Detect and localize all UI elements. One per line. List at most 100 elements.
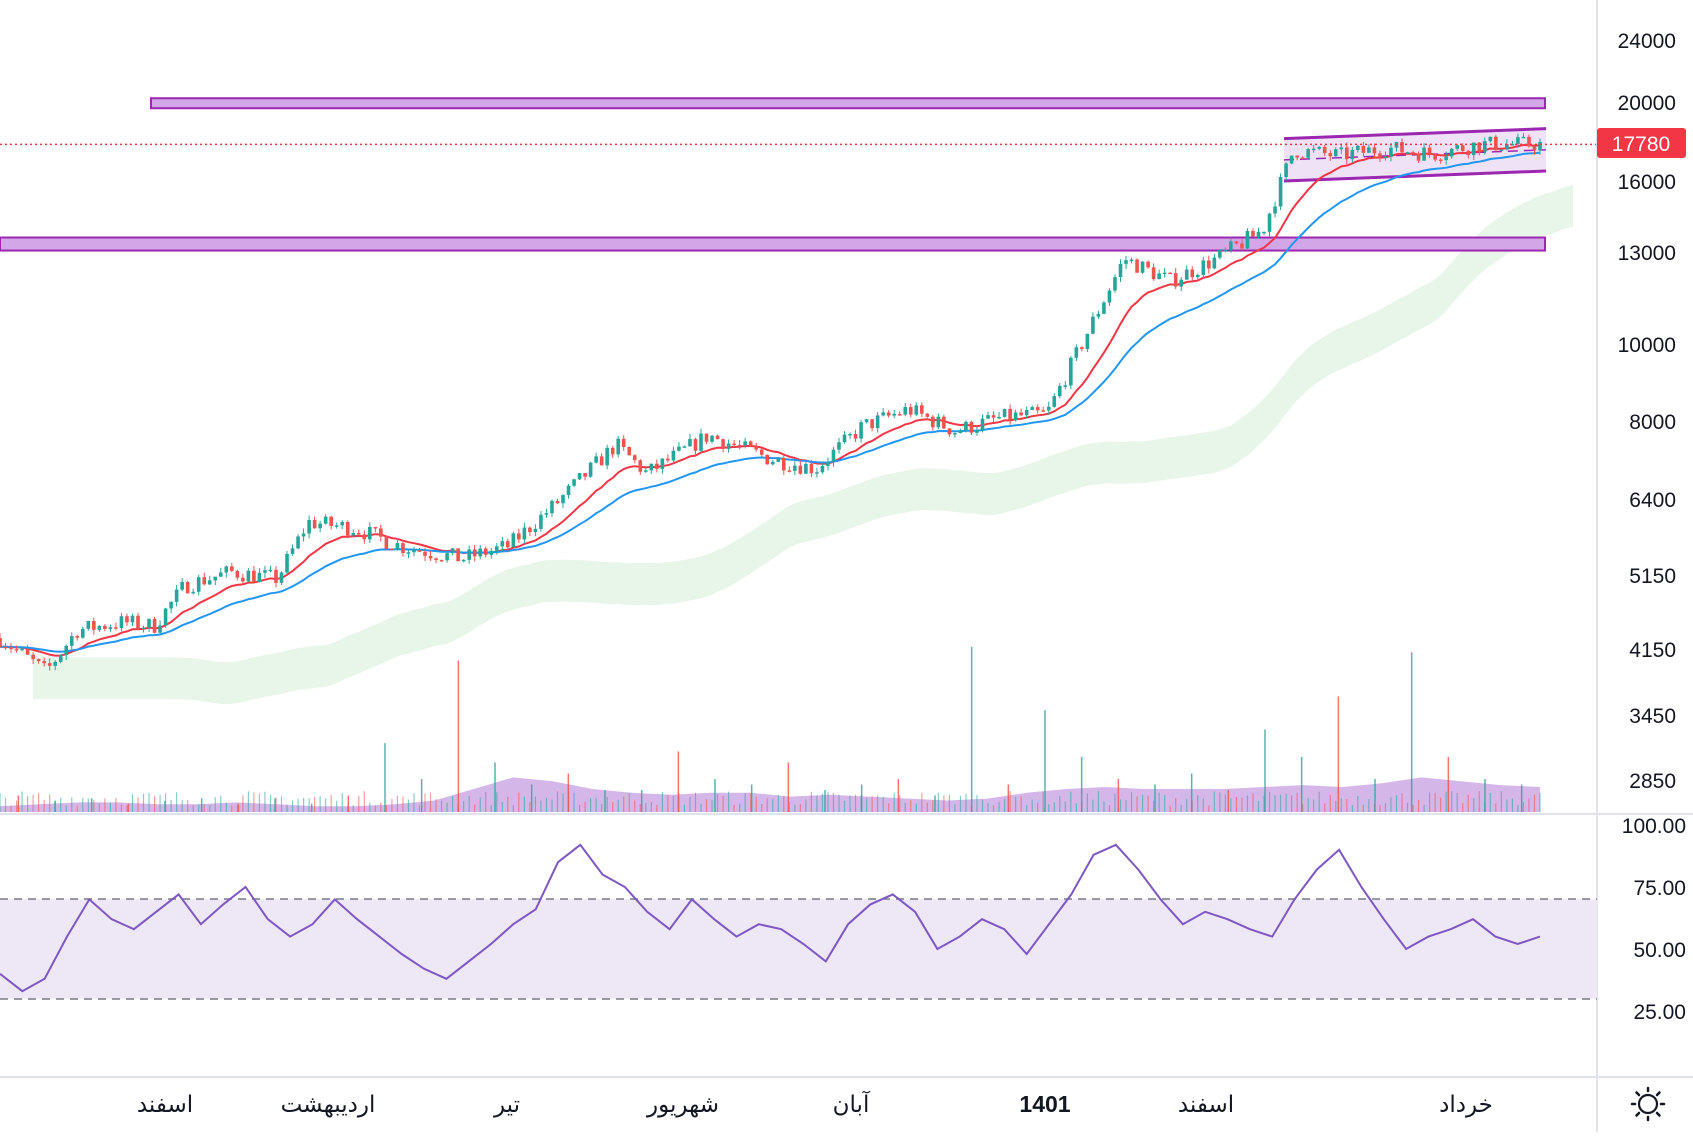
candle bbox=[1284, 162, 1288, 181]
candle bbox=[1538, 138, 1542, 155]
candle bbox=[263, 565, 267, 578]
time-label: اردیبهشت bbox=[281, 1091, 376, 1118]
candle bbox=[75, 634, 80, 641]
candle bbox=[1438, 158, 1443, 164]
candle bbox=[997, 411, 1001, 420]
candle bbox=[1322, 144, 1327, 157]
candle bbox=[1256, 227, 1261, 239]
time-axis[interactable]: اسفند اردیبهشت تیر شهریور آبان 1401 اسفن… bbox=[137, 1090, 1493, 1118]
candle bbox=[1030, 405, 1034, 411]
candle bbox=[1190, 266, 1195, 282]
candle bbox=[417, 548, 422, 553]
candle bbox=[644, 466, 648, 473]
candle bbox=[1262, 231, 1266, 236]
candle bbox=[991, 411, 996, 423]
resistance-zone-lower[interactable] bbox=[0, 236, 1546, 252]
candle bbox=[561, 493, 565, 508]
candle bbox=[312, 516, 317, 529]
candle bbox=[31, 652, 35, 664]
candle bbox=[1494, 134, 1498, 152]
candle bbox=[158, 620, 162, 634]
candle bbox=[1416, 151, 1421, 163]
candle bbox=[903, 402, 908, 417]
candle bbox=[1488, 136, 1493, 143]
candle bbox=[1218, 249, 1222, 260]
candle bbox=[1267, 212, 1272, 237]
candle bbox=[1212, 253, 1217, 270]
resistance-zones[interactable] bbox=[0, 97, 1546, 252]
candle bbox=[114, 622, 118, 631]
channel-upper-line[interactable] bbox=[1283, 127, 1547, 141]
candle bbox=[412, 546, 416, 557]
candle bbox=[1019, 408, 1023, 417]
candle bbox=[1422, 143, 1426, 161]
candle bbox=[174, 585, 179, 607]
candle bbox=[202, 572, 207, 586]
candle bbox=[511, 531, 516, 548]
rsi-axis[interactable]: 100.00 75.00 50.00 25.00 bbox=[1622, 815, 1686, 1024]
price-axis[interactable]: 24000 20000 16000 13000 10000 8000 6400 … bbox=[1618, 30, 1676, 793]
candle bbox=[1168, 272, 1172, 275]
gear-icon[interactable] bbox=[1630, 1086, 1666, 1122]
candle bbox=[1091, 312, 1095, 335]
candle bbox=[25, 645, 30, 655]
candle bbox=[1118, 259, 1123, 283]
candle bbox=[1306, 147, 1310, 159]
candle bbox=[1240, 239, 1244, 251]
candle bbox=[246, 568, 251, 582]
moving-averages bbox=[0, 143, 1541, 657]
candle bbox=[566, 483, 571, 499]
candle bbox=[1383, 151, 1388, 161]
candle bbox=[108, 624, 113, 633]
candle bbox=[1069, 356, 1073, 390]
time-label: خرداد bbox=[1439, 1091, 1493, 1118]
candle bbox=[279, 571, 284, 585]
time-label: اسفند bbox=[1178, 1091, 1234, 1117]
candle bbox=[1195, 273, 1200, 280]
candle bbox=[103, 624, 107, 632]
candle bbox=[285, 551, 289, 575]
candle bbox=[666, 454, 670, 463]
resistance-zone-upper[interactable] bbox=[150, 97, 1546, 110]
candle bbox=[610, 446, 615, 459]
rsi-pane bbox=[0, 843, 1597, 1000]
candle bbox=[1411, 150, 1415, 156]
candle bbox=[456, 548, 460, 562]
candle bbox=[748, 440, 753, 447]
candle bbox=[897, 411, 902, 416]
candle bbox=[318, 520, 322, 533]
candle bbox=[1367, 144, 1371, 153]
candle bbox=[1234, 240, 1239, 245]
candle bbox=[572, 478, 576, 488]
channel-lower-line[interactable] bbox=[1283, 169, 1547, 183]
candle bbox=[969, 420, 974, 436]
candle bbox=[230, 562, 234, 573]
candle bbox=[1179, 276, 1184, 291]
price-tick: 16000 bbox=[1618, 171, 1676, 194]
candle bbox=[721, 438, 725, 453]
candle bbox=[715, 434, 720, 440]
candle bbox=[765, 454, 770, 465]
candle bbox=[92, 617, 96, 635]
candle bbox=[1229, 239, 1233, 253]
candle bbox=[1389, 143, 1393, 162]
candle bbox=[268, 565, 273, 573]
candle bbox=[655, 459, 659, 473]
candle bbox=[439, 559, 444, 562]
candle bbox=[793, 460, 797, 475]
candle bbox=[671, 446, 676, 465]
candle bbox=[1278, 173, 1283, 211]
rsi-tick: 25.00 bbox=[1633, 1001, 1686, 1024]
candle bbox=[506, 538, 510, 553]
candle bbox=[859, 419, 863, 443]
candle bbox=[494, 543, 499, 555]
candle bbox=[163, 607, 168, 628]
candle bbox=[1157, 269, 1161, 280]
candle bbox=[58, 654, 63, 664]
candle bbox=[1521, 133, 1526, 139]
candle bbox=[1151, 263, 1156, 281]
candle bbox=[395, 538, 400, 551]
candle bbox=[368, 522, 372, 543]
